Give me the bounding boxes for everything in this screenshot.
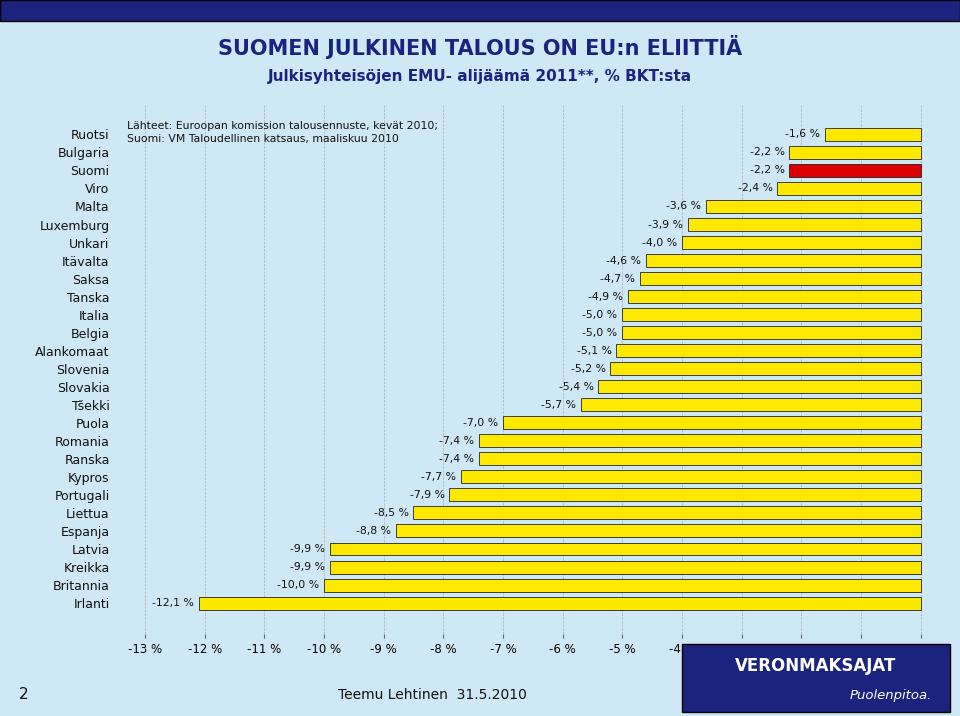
Text: -4,7 %: -4,7 %	[600, 274, 636, 284]
Bar	[503, 416, 921, 430]
Bar	[324, 579, 921, 591]
Text: -5,2 %: -5,2 %	[570, 364, 606, 374]
Bar	[789, 164, 921, 177]
Text: -4,6 %: -4,6 %	[607, 256, 641, 266]
Text: -9,9 %: -9,9 %	[290, 562, 325, 572]
Text: Puolenpitoa.: Puolenpitoa.	[850, 689, 932, 702]
Bar	[330, 543, 921, 556]
Text: -1,6 %: -1,6 %	[785, 130, 821, 140]
Text: Julkisyhteisöjen EMU- alijäämä 2011**, % BKT:sta: Julkisyhteisöjen EMU- alijäämä 2011**, %…	[268, 69, 692, 84]
Text: -7,4 %: -7,4 %	[440, 454, 474, 464]
Text: -7,7 %: -7,7 %	[421, 472, 456, 482]
Text: -9,9 %: -9,9 %	[290, 544, 325, 554]
Text: -10,0 %: -10,0 %	[277, 580, 320, 590]
Text: -7,4 %: -7,4 %	[440, 436, 474, 446]
Text: -5,1 %: -5,1 %	[577, 346, 612, 356]
Bar	[646, 254, 921, 267]
Bar	[611, 362, 921, 375]
Text: -8,8 %: -8,8 %	[356, 526, 391, 536]
Bar	[825, 128, 921, 141]
Text: SUOMEN JULKINEN TALOUS ON EU:n ELIITTIÄ: SUOMEN JULKINEN TALOUS ON EU:n ELIITTIÄ	[218, 34, 742, 59]
Bar	[628, 290, 921, 303]
Text: -5,4 %: -5,4 %	[559, 382, 593, 392]
Bar	[461, 470, 921, 483]
Text: -3,9 %: -3,9 %	[648, 220, 684, 230]
Text: Lähteet: Euroopan komission talousennuste, kevät 2010;
Suomi: VM Taloudellinen k: Lähteet: Euroopan komission talousennust…	[127, 121, 438, 144]
Bar	[414, 506, 921, 519]
Bar	[682, 236, 921, 249]
Bar	[789, 146, 921, 159]
Text: 2: 2	[19, 687, 29, 702]
Bar	[598, 380, 921, 393]
Bar	[479, 435, 921, 448]
Bar	[396, 525, 921, 538]
Text: VERONMAKSAJAT: VERONMAKSAJAT	[735, 657, 897, 675]
Bar	[640, 272, 921, 285]
Bar	[449, 488, 921, 501]
Text: -2,2 %: -2,2 %	[750, 165, 784, 175]
Bar	[622, 308, 921, 321]
Text: -4,0 %: -4,0 %	[642, 238, 677, 248]
Bar	[706, 200, 921, 213]
Text: -2,4 %: -2,4 %	[737, 183, 773, 193]
Bar	[622, 326, 921, 339]
Bar	[616, 344, 921, 357]
Text: -5,7 %: -5,7 %	[540, 400, 576, 410]
Text: -8,5 %: -8,5 %	[373, 508, 409, 518]
Text: -7,9 %: -7,9 %	[410, 490, 444, 500]
Bar	[199, 596, 921, 609]
Bar	[688, 218, 921, 231]
Bar	[330, 561, 921, 574]
Bar	[778, 182, 921, 195]
Bar	[581, 398, 921, 411]
Text: Teemu Lehtinen  31.5.2010: Teemu Lehtinen 31.5.2010	[338, 687, 526, 702]
Text: -5,0 %: -5,0 %	[583, 328, 617, 338]
Text: -4,9 %: -4,9 %	[588, 291, 623, 301]
Text: -3,6 %: -3,6 %	[666, 201, 701, 211]
Text: -12,1 %: -12,1 %	[152, 598, 194, 608]
Bar	[479, 453, 921, 465]
Text: -5,0 %: -5,0 %	[583, 309, 617, 319]
Text: -7,0 %: -7,0 %	[463, 418, 498, 428]
Text: -2,2 %: -2,2 %	[750, 147, 784, 158]
